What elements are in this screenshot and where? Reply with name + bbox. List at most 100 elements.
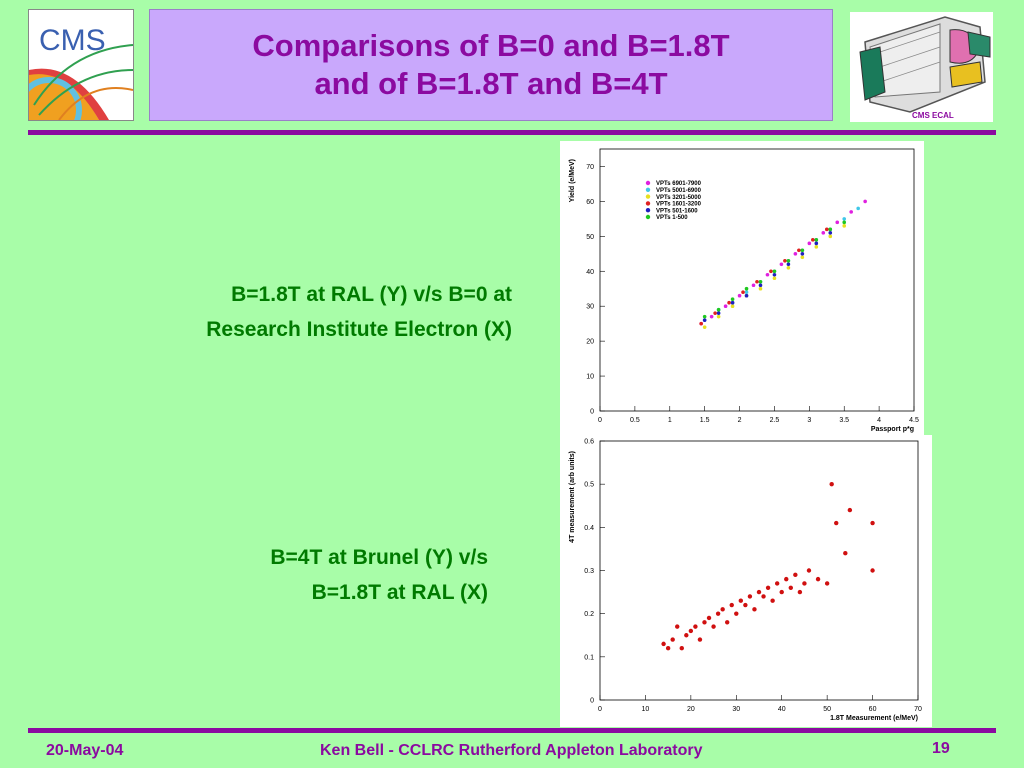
- scatter-point: [814, 241, 819, 246]
- scatter-point: [747, 594, 753, 599]
- scatter-point: [756, 589, 762, 595]
- scatter-point: [744, 293, 749, 298]
- scatter-point: [811, 238, 815, 242]
- y-tick-label: 20: [586, 339, 594, 346]
- x-tick-label: 2: [738, 417, 742, 424]
- scatter-point: [802, 581, 807, 586]
- top-plot-caption: B=1.8T at RAL (Y) v/s B=0 at Research In…: [80, 277, 512, 347]
- scatter-point: [788, 585, 793, 590]
- top-caption-line2: Research Institute Electron (X): [206, 318, 512, 341]
- scatter-point: [661, 641, 666, 647]
- scatter-point: [800, 255, 805, 260]
- x-tick-label: 40: [778, 706, 786, 713]
- x-tick-label: 20: [687, 706, 695, 713]
- scatter-point: [723, 304, 728, 308]
- bottom-plot-svg: 0 10 20 30 40 50 60 70 0 0.1 0.2 0.3 0.4 0.5 0.6 1.8T M…: [569, 439, 922, 723]
- scatter-point: [734, 611, 739, 616]
- scatter-point: [847, 507, 853, 513]
- scatter-point: [793, 252, 798, 256]
- scatter-point: [752, 607, 757, 612]
- top-caption-line1: B=1.8T at RAL (Y) v/s B=0 at: [231, 283, 512, 306]
- scatter-point: [730, 300, 735, 305]
- cms-logo-graphic: CMS: [29, 10, 133, 120]
- scatter-point: [720, 607, 725, 612]
- scatter-point: [786, 262, 791, 267]
- x-axis-label: Passport p*g: [871, 426, 914, 433]
- scatter-point: [751, 283, 756, 288]
- x-tick-label: 50: [823, 706, 831, 713]
- cms-logo: CMS: [28, 9, 134, 121]
- scatter-point: [730, 297, 735, 302]
- legend-entry: VPTs 5001-6900: [656, 188, 702, 194]
- scatter-point: [702, 325, 707, 329]
- scatter-point: [784, 576, 789, 582]
- bottom-caption-line1: B=4T at Brunel (Y) v/s: [270, 546, 488, 569]
- y-tick-label: 0.2: [584, 611, 594, 618]
- legend-entry: VPTs 3201-5000: [656, 195, 702, 201]
- scatter-point: [743, 602, 748, 608]
- scatter-point: [807, 241, 812, 246]
- y-tick-label: 40: [586, 269, 594, 276]
- scatter-point: [835, 220, 840, 225]
- y-tick-label: 0.3: [584, 568, 594, 575]
- scatter-point: [828, 234, 833, 239]
- legend-entry: VPTs 1601-3200: [656, 202, 702, 208]
- legend-entry: VPTs 6901-7900: [656, 181, 702, 187]
- cms-ecal-image: CMS ECAL: [850, 12, 993, 122]
- plot-frame: [599, 148, 915, 412]
- legend-marker: [645, 214, 651, 220]
- scatter-point: [779, 262, 784, 267]
- scatter-point: [849, 210, 853, 214]
- scatter-point: [824, 227, 829, 232]
- y-tick-label: 0: [590, 409, 594, 416]
- scatter-point: [806, 568, 812, 573]
- scatter-point: [693, 624, 698, 629]
- scatter-point: [684, 633, 689, 638]
- scatter-point: [814, 245, 819, 249]
- scatter-point: [699, 321, 703, 326]
- scatter-point: [828, 227, 833, 232]
- scatter-point: [834, 520, 839, 526]
- page-title-line2: and of B=1.8T and B=4T: [314, 66, 668, 101]
- header-divider: [28, 130, 996, 135]
- legend-marker: [645, 194, 651, 199]
- scatter-point: [744, 286, 749, 291]
- scatter-point: [679, 646, 684, 651]
- scatter-point: [715, 611, 721, 616]
- y-tick-label: 0.4: [584, 525, 594, 532]
- y-axis-label: 4T measurement (arb units): [569, 451, 576, 543]
- x-tick-label: 1.5: [700, 417, 710, 424]
- scatter-point: [665, 646, 671, 651]
- page-title-line1: Comparisons of B=0 and B=1.8T: [252, 28, 730, 63]
- legend-marker: [645, 180, 651, 186]
- y-tick-label: 0: [590, 698, 594, 705]
- scatter-point: [842, 217, 847, 221]
- footer-divider: [28, 728, 996, 733]
- x-tick-label: 3.5: [839, 417, 849, 424]
- scatter-point: [716, 307, 721, 312]
- scatter-point: [829, 481, 834, 487]
- scatter-point: [856, 206, 860, 211]
- x-tick-label: 2.5: [770, 417, 780, 424]
- scatter-point: [797, 248, 801, 253]
- scatter-point: [800, 252, 805, 256]
- scatter-point: [730, 304, 735, 308]
- scatter-point: [711, 624, 716, 629]
- scatter-point: [727, 300, 731, 305]
- y-axis-label: Yield (e/MeV): [569, 159, 576, 202]
- y-tick-label: 0.6: [584, 439, 594, 446]
- scatter-point: [863, 199, 867, 204]
- scatter-point: [758, 283, 763, 288]
- x-tick-label: 3: [807, 417, 811, 424]
- scatter-point: [758, 279, 763, 284]
- footer-date: 20-May-04: [46, 742, 124, 759]
- scatter-point: [729, 602, 734, 608]
- bottom-caption-line2: B=1.8T at RAL (X): [311, 581, 488, 604]
- cms-logo-text: CMS: [39, 24, 106, 57]
- scatter-point: [770, 598, 775, 603]
- scatter-point: [706, 615, 712, 621]
- scatter-point: [842, 224, 847, 228]
- x-tick-label: 4: [877, 417, 881, 424]
- scatter-point: [755, 279, 759, 284]
- scatter-point: [814, 238, 819, 242]
